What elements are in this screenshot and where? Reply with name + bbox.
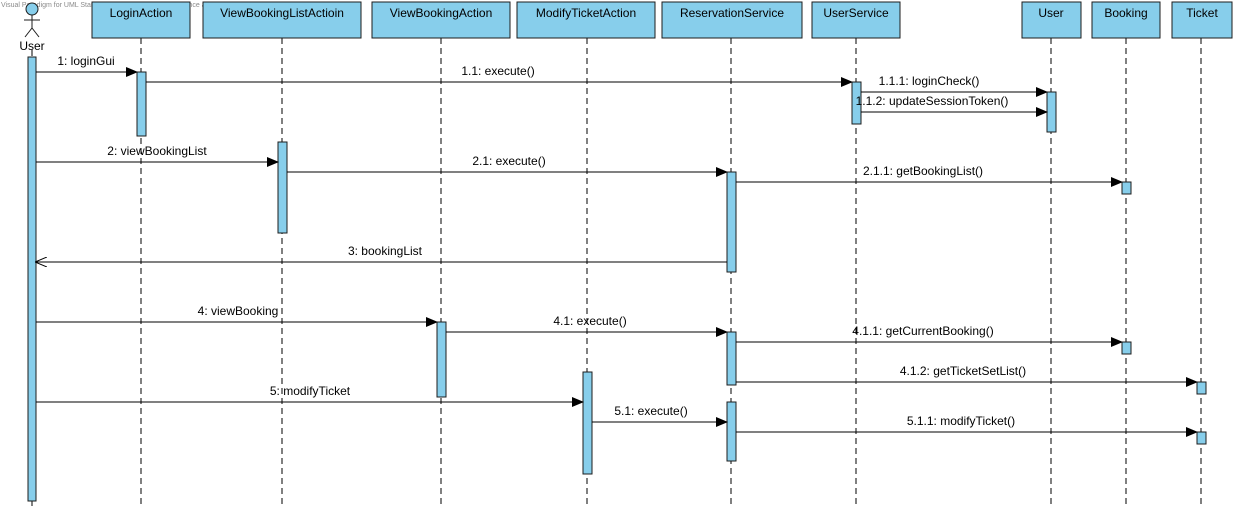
- message-label-4-1-2: 4.1.2: getTicketSetList(): [900, 364, 1026, 378]
- message-label-1-1: 1.1: execute(): [461, 64, 534, 78]
- lifeline-box-ticket: [1171, 1, 1233, 39]
- message-label-2: 2: viewBookingList: [107, 144, 207, 158]
- activation-viewbooking: [436, 321, 447, 398]
- message-label-5-1-1: 5.1.1: modifyTicket(): [907, 414, 1015, 428]
- activation-reservation-2: [726, 331, 737, 386]
- lifeline-label-viewbooking: ViewBookingAction: [390, 6, 493, 20]
- lifeline-label-loginaction: LoginAction: [110, 6, 173, 20]
- activation-loginaction: [136, 71, 147, 137]
- lifeline-dashes: [31, 38, 1202, 506]
- message-label-2-1: 2.1: execute(): [472, 154, 545, 168]
- message-label-1: 1: loginGui: [57, 54, 114, 68]
- lifeline-box-reservation: [661, 1, 803, 39]
- lifeline-box-userservice: [811, 1, 901, 39]
- lifeline-label-userentity: User: [1038, 6, 1063, 20]
- actor-leg-right: [31, 27, 40, 38]
- activation-userservice: [851, 81, 862, 125]
- actor-user: User: [19, 2, 45, 53]
- lifeline-label-viewbookinglist: ViewBookingListActioin: [220, 6, 344, 20]
- lifeline-box-viewbookinglist: [202, 1, 362, 39]
- lifeline-label-booking: Booking: [1104, 6, 1147, 20]
- lifeline-box-userentity: [1021, 1, 1082, 39]
- message-label-4-1: 4.1: execute(): [553, 314, 626, 328]
- lifeline-label-reservation: ReservationService: [680, 6, 784, 20]
- activation-booking-2: [1121, 341, 1132, 355]
- actor-head: [25, 2, 39, 16]
- activation-ticket-2: [1196, 431, 1207, 445]
- message-label-2-1-1: 2.1.1: getBookingList(): [863, 164, 983, 178]
- lifeline-label-userservice: UserService: [823, 6, 889, 20]
- activation-bars: [27, 56, 1207, 502]
- lifeline-box-loginaction: [91, 1, 191, 39]
- activation-userentity: [1046, 91, 1057, 133]
- activation-user: [27, 56, 37, 502]
- message-label-4-1-1: 4.1.1: getCurrentBooking(): [852, 324, 993, 338]
- lifeline-headers: LoginAction ViewBookingListActioin ViewB…: [91, 1, 1233, 39]
- activation-ticket-1: [1196, 381, 1207, 395]
- lifeline-box-viewbooking: [371, 1, 511, 39]
- messages: 1: loginGui 1.1: execute() 1.1.1: loginC…: [36, 54, 1198, 437]
- activation-modifyticket: [582, 371, 593, 475]
- activation-booking-1: [1121, 181, 1132, 195]
- actor-leg-left: [24, 27, 33, 38]
- message-label-5-1: 5.1: execute(): [614, 404, 687, 418]
- activation-reservation-1: [726, 171, 737, 273]
- activation-reservation-3: [726, 401, 737, 462]
- message-label-1-1-1: 1.1.1: loginCheck(): [879, 74, 980, 88]
- lifeline-box-booking: [1091, 1, 1161, 39]
- message-label-1-1-2: 1.1.2: updateSessionToken(): [856, 94, 1009, 108]
- lifeline-label-ticket: Ticket: [1186, 6, 1218, 20]
- message-label-3: 3: bookingList: [348, 244, 423, 258]
- actor-label: User: [19, 39, 44, 53]
- activation-viewbookinglist: [277, 141, 288, 234]
- lifeline-label-modifyticket: ModifyTicketAction: [536, 6, 636, 20]
- message-label-4: 4: viewBooking: [198, 304, 279, 318]
- lifeline-box-modifyticket: [516, 1, 656, 39]
- message-label-5: 5: modifyTicket: [270, 384, 351, 398]
